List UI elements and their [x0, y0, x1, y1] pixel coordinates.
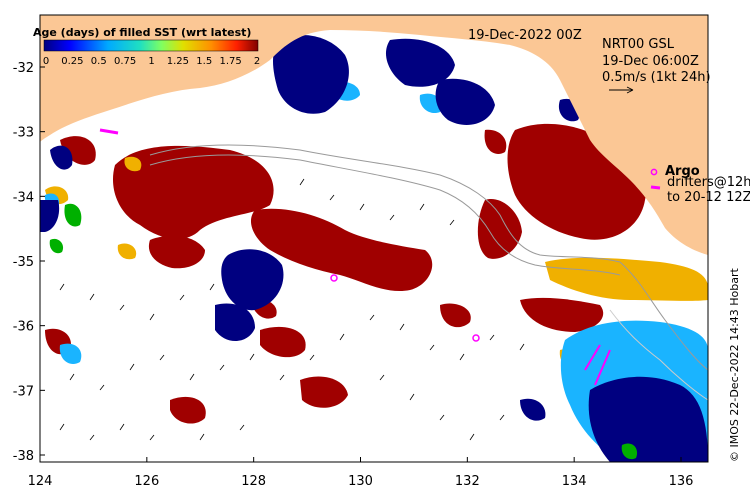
- australian-coast-land: [40, 15, 708, 255]
- x-tick-label: 136: [669, 474, 694, 489]
- y-tick-label: -36: [13, 320, 34, 335]
- product-time-label: 19-Dec 06:00Z: [602, 54, 699, 69]
- scale-arrow-icon: [609, 86, 634, 94]
- drifter-symbol-icon: [650, 185, 661, 190]
- x-tick-label: 126: [134, 474, 159, 489]
- colorbar-tick-label: 0.5: [91, 56, 107, 67]
- y-tick-label: -35: [13, 255, 34, 270]
- argo-drifter-markers: [99, 128, 611, 386]
- colorbar-tick-label: 0.75: [114, 56, 136, 67]
- argo-symbol-icon: [650, 168, 658, 176]
- drifters-label: drifters@12h: [667, 175, 750, 190]
- colorbar-ticks: 0 0.25 0.5 0.75 1 1.25 1.5 1.75 2: [43, 56, 260, 67]
- colorbar-tick-label: 1.5: [196, 56, 212, 67]
- y-tick-label: -33: [13, 126, 34, 141]
- argo-label: Argo: [665, 164, 700, 179]
- drifters-time-label: to 20-12 12Z: [667, 190, 750, 205]
- colorbar-tick-label: 0: [43, 56, 49, 67]
- credit-label: © IMOS 22-Dec-2022 14:43 Hobart: [728, 267, 741, 462]
- scale-label: 0.5m/s (1kt 24h): [602, 70, 711, 85]
- colorbar-tick-label: 2: [254, 56, 260, 67]
- y-tick-label: -38: [13, 449, 34, 464]
- y-axis: -32 -33 -34 -35 -36 -37 -38: [13, 61, 45, 464]
- x-tick-label: 130: [348, 474, 373, 489]
- date-label: 19-Dec-2022 00Z: [468, 28, 582, 43]
- colorbar-tick-label: 1.75: [219, 56, 241, 67]
- x-tick-label: 124: [28, 474, 53, 489]
- colorbar-title: Age (days) of filled SST (wrt latest): [33, 26, 251, 39]
- colorbar-tick-label: 1: [148, 56, 154, 67]
- x-tick-label: 132: [455, 474, 480, 489]
- x-tick-label: 128: [241, 474, 266, 489]
- x-axis: 124 126 128 130 132 134 136: [28, 457, 694, 489]
- product-label: NRT00 GSL: [602, 37, 675, 52]
- sst-age-patches: [40, 35, 708, 462]
- colorbar-tick-label: 1.25: [167, 56, 189, 67]
- y-tick-label: -32: [13, 61, 34, 76]
- bathymetry-contours: [149, 144, 708, 401]
- plot-frame: [39, 14, 709, 463]
- colorbar-gradient: [43, 39, 259, 52]
- x-tick-label: 134: [562, 474, 587, 489]
- current-vectors: [59, 178, 525, 441]
- y-tick-label: -34: [13, 190, 34, 205]
- y-tick-label: -37: [13, 384, 34, 399]
- colorbar-tick-label: 0.25: [61, 56, 83, 67]
